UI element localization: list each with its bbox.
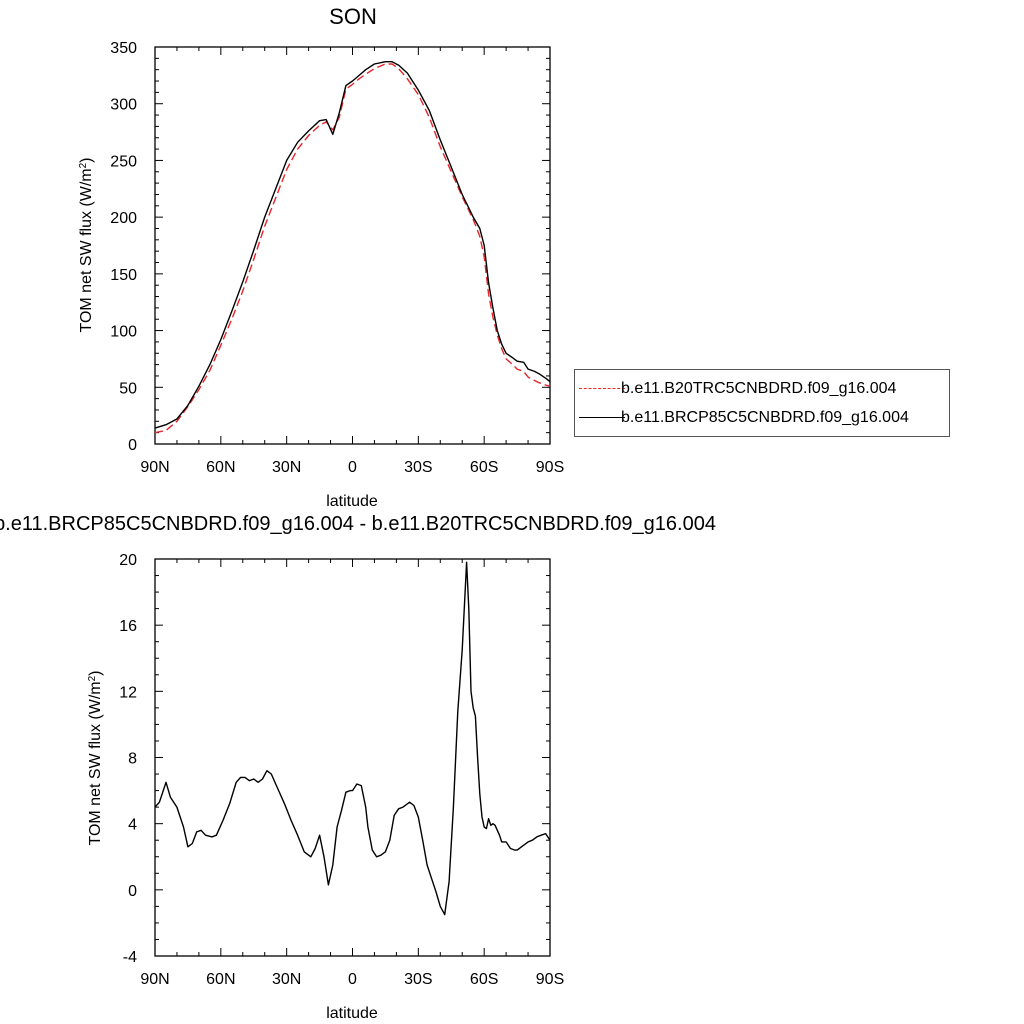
axis-ticks: 90N 60N 30N 0 30S 60S 90S 0 50 100 150 200 250 300 350: [110, 40, 564, 476]
y-tick-label: 16: [119, 618, 137, 635]
y-tick-label: 4: [128, 817, 137, 834]
x-tick-label: 30N: [272, 459, 301, 476]
y-tick-label: 50: [119, 380, 137, 397]
legend: b.e11.B20TRC5CNBDRD.f09_g16.004 b.e11.BR…: [574, 369, 950, 437]
x-tick-label: 90N: [140, 459, 169, 476]
x-tick-label: 90S: [536, 459, 564, 476]
x-tick-label: 0: [348, 459, 357, 476]
x-tick-label: 90S: [536, 971, 564, 988]
y-tick-label: 150: [110, 267, 137, 284]
y-tick-label: 350: [110, 40, 137, 57]
series-line-dashed: [154, 63, 551, 434]
y-axis-label: TOM net SW flux (W/m2): [78, 157, 96, 332]
y-tick-label: 0: [128, 883, 137, 900]
y-tick-label: 100: [110, 324, 137, 341]
legend-label: b.e11.B20TRC5CNBDRD.f09_g16.004: [621, 380, 897, 397]
legend-swatch-solid-black: [579, 417, 625, 418]
y-tick-label: 200: [110, 210, 137, 227]
x-tick-label: 60N: [206, 971, 235, 988]
chart-title: SON: [329, 4, 377, 29]
x-tick-label: 60N: [206, 459, 235, 476]
legend-item: b.e11.BRCP85C5CNBDRD.f09_g16.004: [575, 407, 949, 429]
series-group: [154, 561, 551, 916]
y-tick-label: 0: [128, 437, 137, 454]
y-axis-label: TOM net SW flux (W/m2): [87, 670, 105, 845]
panel-top: SON 90N 60N 30N 0 30S 60S 90S 0 50 100 150 200 250 30…: [78, 4, 565, 510]
panel-bottom: b.e11.BRCP85C5CNBDRD.f09_g16.004 - b.e11…: [0, 513, 716, 1022]
legend-label: b.e11.BRCP85C5CNBDRD.f09_g16.004: [621, 409, 909, 426]
axis-ticks: 90N 60N 30N 0 30S 60S 90S -4 0 4 8 12 16 20: [119, 552, 564, 988]
series-line-solid: [154, 561, 551, 916]
x-tick-label: 30S: [404, 459, 432, 476]
legend-item: b.e11.B20TRC5CNBDRD.f09_g16.004: [575, 378, 949, 400]
x-axis-label: latitude: [326, 493, 378, 510]
plot-frame: [154, 46, 551, 445]
legend-swatch-dashed-red: [579, 388, 625, 389]
x-tick-label: 30N: [272, 971, 301, 988]
x-tick-label: 90N: [140, 971, 169, 988]
y-tick-label: 12: [119, 684, 137, 701]
y-tick-label: 20: [119, 552, 137, 569]
chart-title: b.e11.BRCP85C5CNBDRD.f09_g16.004 - b.e11…: [0, 513, 716, 535]
x-tick-label: 30S: [404, 971, 432, 988]
series-line-solid: [154, 61, 551, 429]
y-tick-label: 250: [110, 153, 137, 170]
y-tick-label: 300: [110, 97, 137, 114]
plot-frame: [154, 558, 551, 957]
y-tick-label: 8: [128, 751, 137, 768]
x-axis-label: latitude: [326, 1005, 378, 1022]
x-tick-label: 60S: [470, 971, 498, 988]
y-tick-label: -4: [123, 949, 137, 966]
x-tick-label: 60S: [470, 459, 498, 476]
x-tick-label: 0: [348, 971, 357, 988]
series-group: [154, 61, 551, 434]
